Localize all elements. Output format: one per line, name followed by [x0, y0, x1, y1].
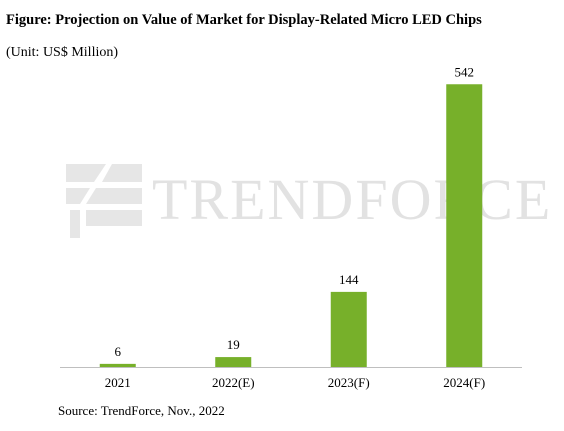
x-tick-label-2021: 2021: [105, 375, 131, 390]
bars-group: [99, 84, 483, 368]
data-label-2023(F): 144: [339, 272, 359, 287]
watermark-text: TRENDFORCE: [152, 167, 553, 232]
unit-label: (Unit: US$ Million): [6, 45, 119, 60]
chart-title: Figure: Projection on Value of Market fo…: [6, 12, 482, 28]
trendforce-logo-icon: [66, 164, 142, 238]
bar-2023(F): [330, 291, 367, 367]
tick-labels-group: 2021 2022(E) 2023(F) 2024(F): [105, 375, 485, 390]
x-tick-label-2022(E): 2022(E): [212, 375, 255, 390]
source-note: Source: TrendForce, Nov., 2022: [58, 403, 225, 418]
x-tick-label-2024(F): 2024(F): [443, 375, 485, 390]
data-labels-group: 6 19 144 542: [115, 64, 475, 359]
data-label-2021: 6: [115, 344, 122, 359]
bar-2022(E): [215, 357, 252, 367]
bar-2024(F): [446, 84, 483, 368]
bar-2021: [99, 363, 136, 367]
data-label-2022(E): 19: [227, 337, 240, 352]
x-tick-label-2023(F): 2023(F): [328, 375, 370, 390]
trendforce-watermark: TRENDFORCE: [66, 160, 550, 240]
data-label-2024(F): 542: [455, 64, 475, 79]
